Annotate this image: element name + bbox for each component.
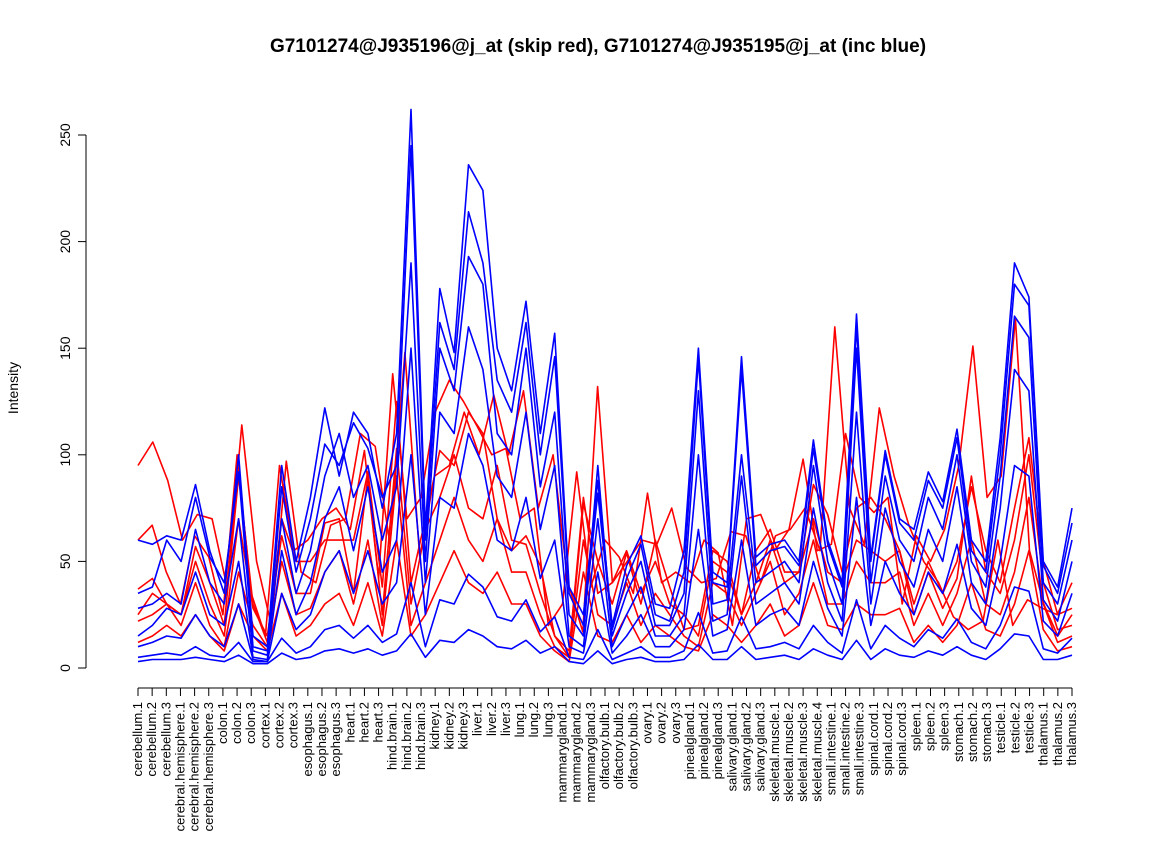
x-tick-label: salivary.gland.1 xyxy=(724,702,739,791)
x-tick-label: thalamus.3 xyxy=(1064,702,1079,766)
series-line-12 xyxy=(137,573,1073,663)
x-tick-label: esophagus.1 xyxy=(300,702,315,776)
x-tick-label: pinealgland.2 xyxy=(696,702,711,779)
x-tick-label: hind.brain.1 xyxy=(385,702,400,770)
x-tick-label: liver.3 xyxy=(498,702,513,736)
x-tick-label: olfactory.bulb.3 xyxy=(625,702,640,789)
x-tick-label: lung.3 xyxy=(540,702,555,737)
x-tick-label: small.intestine.1 xyxy=(823,702,838,795)
x-tick-label: testicle.2 xyxy=(1007,702,1022,753)
series-line-6 xyxy=(137,539,1073,663)
x-tick-label: cortex.3 xyxy=(286,702,301,748)
x-tick-label: liver.1 xyxy=(470,702,485,736)
x-tick-label: spleen.2 xyxy=(922,702,937,751)
x-tick-label: small.intestine.3 xyxy=(852,702,867,795)
x-tick-label: stomach.1 xyxy=(951,702,966,762)
y-tick-label: 100 xyxy=(57,443,73,467)
x-tick-label: cortex.2 xyxy=(272,702,287,748)
x-tick-label: mammarygland.2 xyxy=(569,702,584,802)
x-tick-label: mammarygland.3 xyxy=(583,702,598,802)
x-tick-label: colon.3 xyxy=(243,702,258,744)
x-tick-label: testicle.3 xyxy=(1022,702,1037,753)
x-tick-label: stomach.3 xyxy=(979,702,994,762)
y-tick-label: 200 xyxy=(57,230,73,254)
series-line-11 xyxy=(137,432,1073,663)
x-tick-label: ovary.3 xyxy=(668,702,683,744)
y-tick-label: 250 xyxy=(57,123,73,147)
x-tick-label: cerebral.hemisphere.3 xyxy=(201,702,216,831)
x-tick-label: lung.2 xyxy=(526,702,541,737)
x-tick-label: liver.2 xyxy=(484,702,499,736)
x-tick-label: cerebral.hemisphere.1 xyxy=(172,702,187,831)
x-tick-label: hind.brain.3 xyxy=(413,702,428,770)
x-tick-label: spinal.cord.3 xyxy=(894,702,909,776)
x-tick-label: olfactory.bulb.2 xyxy=(611,702,626,789)
x-tick-label: colon.2 xyxy=(229,702,244,744)
y-axis-label: Intensity xyxy=(5,362,21,414)
x-tick-label: cortex.1 xyxy=(257,702,272,748)
x-tick-label: cerebellum.2 xyxy=(144,702,159,776)
x-tick-label: colon.1 xyxy=(215,702,230,744)
x-tick-label: spleen.1 xyxy=(908,702,923,751)
x-tick-label: pinealgland.3 xyxy=(710,702,725,779)
x-tick-label: salivary.gland.2 xyxy=(739,702,754,791)
x-tick-label: kidney.1 xyxy=(427,702,442,749)
x-tick-label: cerebral.hemisphere.2 xyxy=(187,702,202,831)
x-tick-label: esophagus.2 xyxy=(314,702,329,776)
x-tick-label: pinealgland.1 xyxy=(682,702,697,779)
x-tick-label: skeletal.muscle.1 xyxy=(767,702,782,802)
x-tick-label: ovary.1 xyxy=(639,702,654,744)
x-tick-label: hind.brain.2 xyxy=(399,702,414,770)
x-tick-label: spleen.3 xyxy=(937,702,952,751)
series-line-13 xyxy=(137,628,1073,665)
x-tick-label: olfactory.bulb.1 xyxy=(597,702,612,789)
x-tick-label: heart.1 xyxy=(342,702,357,742)
y-tick-label: 150 xyxy=(57,336,73,360)
x-tick-label: thalamus.1 xyxy=(1036,702,1051,766)
x-tick-label: heart.2 xyxy=(356,702,371,742)
y-tick-label: 50 xyxy=(57,553,73,569)
y-axis: 0 50 100 150 200 250 xyxy=(57,123,87,672)
x-tick-label: skeletal.muscle.2 xyxy=(781,702,796,802)
x-tick-label: cerebellum.3 xyxy=(158,702,173,776)
x-tick-label: kidney.3 xyxy=(455,702,470,749)
x-tick-label: spinal.cord.1 xyxy=(866,702,881,776)
x-tick-label: testicle.1 xyxy=(993,702,1008,753)
x-tick-label: kidney.2 xyxy=(441,702,456,749)
series-layer xyxy=(137,108,1073,665)
x-tick-label: skeletal.muscle.3 xyxy=(795,702,810,802)
x-tick-label: esophagus.3 xyxy=(328,702,343,776)
y-tick-label: 0 xyxy=(57,664,73,672)
x-tick-label: stomach.2 xyxy=(965,702,980,762)
series-line-8 xyxy=(137,144,1073,652)
series-line-10 xyxy=(137,326,1073,661)
x-tick-label: small.intestine.2 xyxy=(838,702,853,795)
x-tick-label: ovary.2 xyxy=(654,702,669,744)
x-tick-label: mammarygland.1 xyxy=(555,702,570,802)
x-tick-label: thalamus.2 xyxy=(1050,702,1065,766)
series-line-1 xyxy=(137,326,1073,633)
chart-title: G7101274@J935196@j_at (skip red), G71012… xyxy=(270,36,926,57)
x-tick-label: heart.3 xyxy=(371,702,386,742)
x-tick-label: skeletal.muscle.4 xyxy=(809,702,824,802)
x-axis: cerebellum.1 cerebellum.2 cerebellum.3 cere… xyxy=(130,687,1079,831)
x-tick-label: lung.1 xyxy=(512,702,527,737)
x-tick-label: salivary.gland.3 xyxy=(753,702,768,791)
series-line-9 xyxy=(137,255,1073,657)
x-tick-label: spinal.cord.2 xyxy=(880,702,895,776)
x-tick-label: cerebellum.1 xyxy=(130,702,145,776)
